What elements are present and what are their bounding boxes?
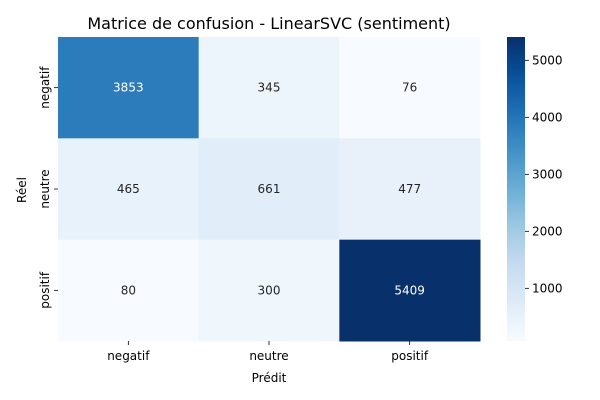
heatmap-cell bbox=[198, 37, 340, 139]
heatmap-cell bbox=[339, 239, 481, 342]
heatmap-cell bbox=[58, 138, 200, 241]
heatmap-cell bbox=[58, 37, 200, 139]
y-tick-label: neutre bbox=[38, 169, 52, 208]
heatmap-cell bbox=[198, 138, 340, 241]
heatmap-cells bbox=[58, 37, 481, 342]
heatmap-cell-value: 345 bbox=[258, 81, 281, 95]
colorbar-tick-label: 4000 bbox=[532, 110, 563, 124]
x-tick-label: neutre bbox=[249, 349, 288, 363]
colorbar-tick-label: 3000 bbox=[532, 167, 563, 181]
heatmap-cell-value: 5409 bbox=[394, 283, 425, 297]
y-tick-label: negatif bbox=[38, 66, 52, 109]
colorbar-tick-label: 5000 bbox=[532, 53, 563, 67]
x-axis-ticks: negatif neutre positif bbox=[107, 341, 429, 363]
colorbar-tick-label: 1000 bbox=[532, 281, 563, 295]
heatmap-cell-value: 3853 bbox=[113, 81, 144, 95]
y-axis-label: Réel bbox=[15, 177, 29, 203]
heatmap-cell bbox=[198, 239, 340, 342]
heatmap-cell-labels: 3853 345 76 465 661 477 80 300 5409 bbox=[113, 81, 425, 298]
heatmap-cell-value: 76 bbox=[402, 81, 417, 95]
x-axis-label: Prédit bbox=[252, 371, 287, 385]
colorbar-ticks: 1000 2000 3000 4000 5000 bbox=[525, 53, 563, 295]
heatmap-cell-value: 477 bbox=[398, 182, 421, 196]
heatmap-cell-value: 300 bbox=[258, 283, 281, 297]
heatmap-cell bbox=[339, 37, 481, 139]
colorbar-tick-label: 2000 bbox=[532, 224, 563, 238]
x-tick-label: negatif bbox=[107, 349, 150, 363]
heatmap-cell bbox=[339, 138, 481, 241]
colorbar bbox=[507, 37, 525, 341]
x-tick-label: positif bbox=[391, 349, 429, 363]
heatmap-cell-value: 661 bbox=[258, 182, 281, 196]
heatmap-cell-value: 465 bbox=[117, 182, 140, 196]
y-tick-label: positif bbox=[38, 271, 52, 309]
chart-title: Matrice de confusion - LinearSVC (sentim… bbox=[87, 14, 450, 33]
y-axis-ticks: negatif neutre positif bbox=[38, 66, 58, 309]
heatmap-cell bbox=[58, 239, 200, 342]
heatmap-cell-value: 80 bbox=[121, 283, 136, 297]
